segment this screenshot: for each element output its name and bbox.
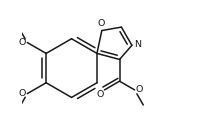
- Text: O: O: [96, 90, 103, 99]
- Text: O: O: [136, 85, 143, 94]
- Text: O: O: [97, 19, 104, 28]
- Text: O: O: [19, 89, 26, 98]
- Text: O: O: [19, 38, 26, 47]
- Text: N: N: [135, 40, 142, 49]
